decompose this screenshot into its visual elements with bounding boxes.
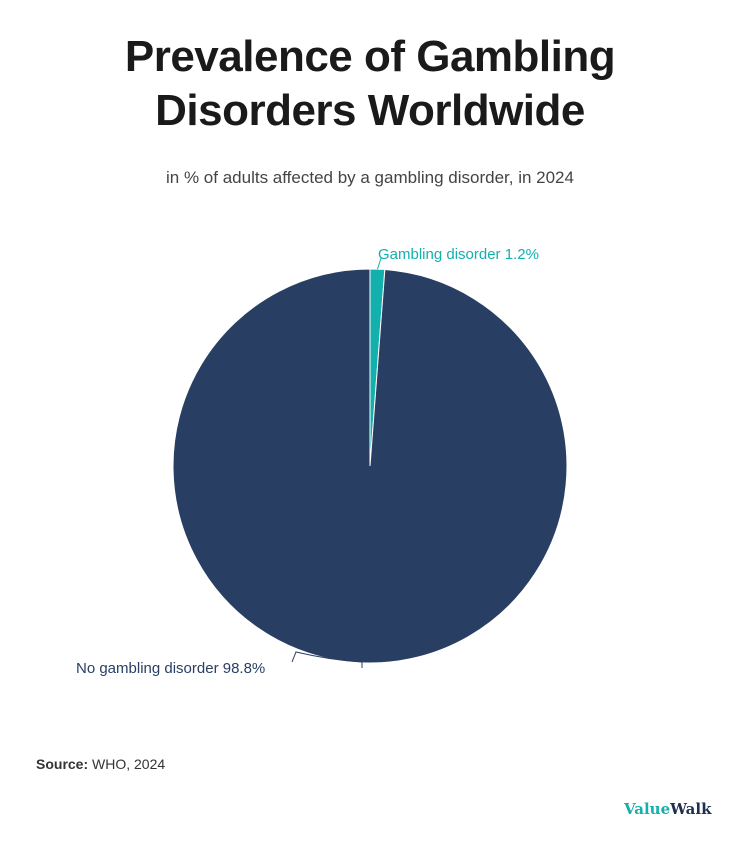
chart-subtitle: in % of adults affected by a gambling di… <box>166 168 574 187</box>
pie-label-0: Gambling disorder 1.2% <box>378 246 539 263</box>
logo-part-1: Value <box>624 800 671 818</box>
pie-slice-1 <box>172 268 568 664</box>
pie-label-1: No gambling disorder 98.8% <box>76 660 265 677</box>
valuewalk-logo: ValueWalk <box>624 800 712 818</box>
source-value: WHO, 2024 <box>92 756 166 772</box>
pie-connector-0 <box>376 256 382 270</box>
logo-part-2: Walk <box>670 800 712 818</box>
chart-title: Prevalence of Gambling Disorders Worldwi… <box>0 30 740 138</box>
title-line-2: Disorders Worldwide <box>155 86 585 135</box>
title-line-1: Prevalence of Gambling <box>124 32 616 81</box>
source-label: Source: <box>36 756 89 772</box>
source-note: Source: WHO, 2024 <box>36 756 165 772</box>
pie-connector-1 <box>291 651 363 668</box>
